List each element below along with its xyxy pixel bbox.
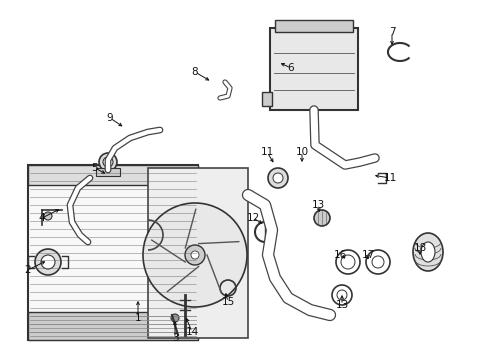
Text: 16: 16 <box>333 250 346 260</box>
Text: 8: 8 <box>191 67 198 77</box>
Text: 5: 5 <box>92 163 98 173</box>
Bar <box>262 92 271 106</box>
Circle shape <box>267 168 287 188</box>
Text: 15: 15 <box>221 297 234 307</box>
Ellipse shape <box>412 233 442 271</box>
Bar <box>28 312 198 340</box>
Bar <box>96 168 120 176</box>
Ellipse shape <box>420 242 434 262</box>
Text: 17: 17 <box>361 250 374 260</box>
Bar <box>269 28 357 110</box>
Circle shape <box>272 173 283 183</box>
Circle shape <box>184 245 204 265</box>
Text: 13: 13 <box>311 200 324 210</box>
Bar <box>148 168 247 338</box>
Bar <box>28 165 198 340</box>
Text: 11: 11 <box>383 173 396 183</box>
Text: 12: 12 <box>246 213 259 223</box>
Circle shape <box>44 212 52 220</box>
Text: 10: 10 <box>295 147 308 157</box>
Circle shape <box>41 255 55 269</box>
Text: 14: 14 <box>185 327 198 337</box>
Circle shape <box>171 314 179 322</box>
Circle shape <box>103 157 113 167</box>
Text: 11: 11 <box>260 147 273 157</box>
Text: 1: 1 <box>134 313 141 323</box>
Circle shape <box>99 153 117 171</box>
Bar <box>274 20 352 32</box>
Text: 3: 3 <box>171 333 178 343</box>
Text: 6: 6 <box>287 63 294 73</box>
Text: 7: 7 <box>388 27 394 37</box>
Circle shape <box>142 203 246 307</box>
Circle shape <box>313 210 329 226</box>
Text: 13: 13 <box>335 300 348 310</box>
Circle shape <box>191 251 199 259</box>
Text: 18: 18 <box>412 243 426 253</box>
Text: 2: 2 <box>24 265 31 275</box>
Text: 9: 9 <box>106 113 113 123</box>
Circle shape <box>35 249 61 275</box>
Bar <box>28 165 198 185</box>
Text: 4: 4 <box>39 213 45 223</box>
